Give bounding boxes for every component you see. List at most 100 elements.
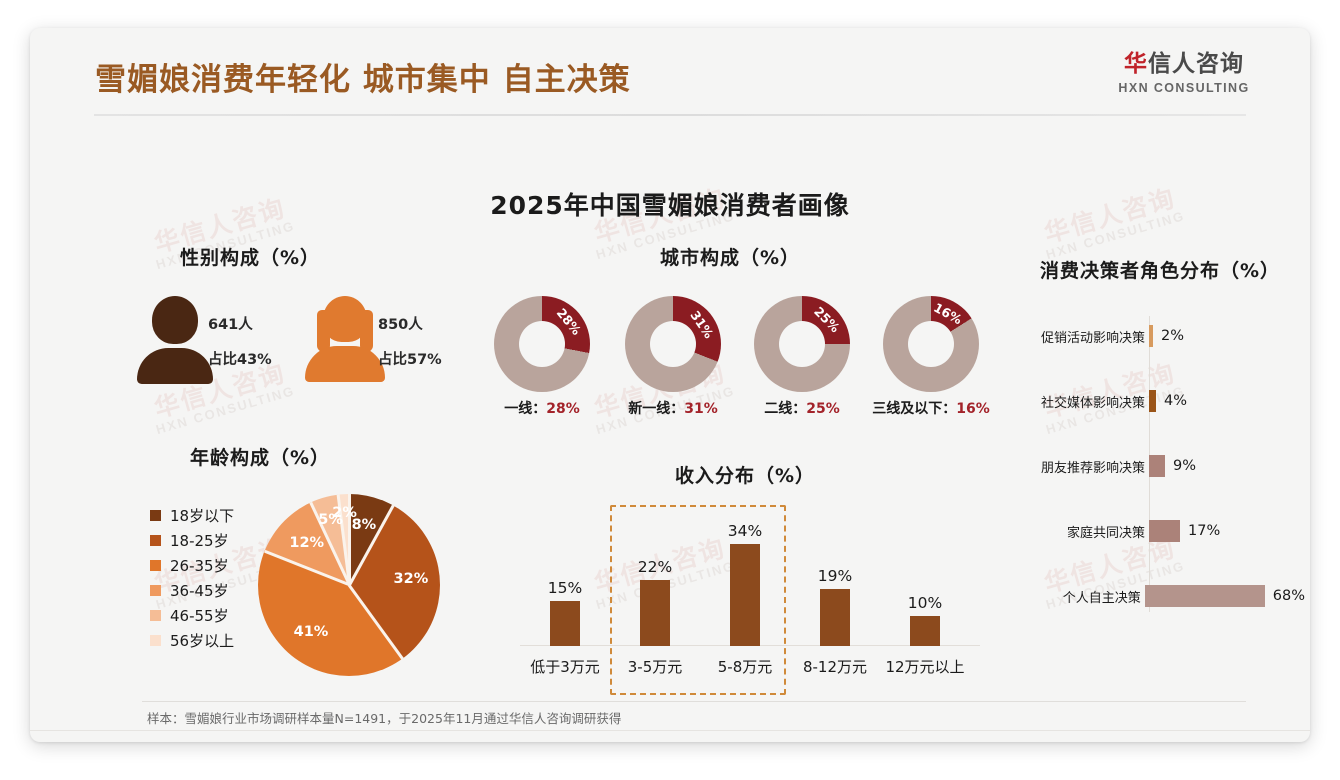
- logo-rest-chars: 信人咨询: [1148, 50, 1244, 76]
- age-section-title: 年龄构成（%）: [189, 447, 331, 469]
- bar-rect: [820, 589, 850, 646]
- income-section-title: 收入分布（%）: [674, 465, 816, 487]
- age-legend-item: 46-55岁: [150, 603, 234, 628]
- income-category-label: 12万元以上: [885, 658, 965, 676]
- income-category-label: 8-12万元: [802, 658, 868, 676]
- female-silhouette-icon: [300, 296, 390, 382]
- gender-count: 641人: [208, 317, 253, 333]
- decision-bar-row: 社交媒体影响决策 4%: [1015, 390, 1305, 412]
- bar-rect: [730, 544, 760, 646]
- bar-rect: [550, 601, 580, 646]
- page-title: 雪媚娘消费年轻化 城市集中 自主决策: [95, 62, 631, 98]
- female-body-shape: [305, 346, 385, 382]
- donut-hole: [908, 321, 954, 367]
- bar-rect: [1149, 325, 1153, 347]
- gender-section-title: 性别构成（%）: [179, 247, 321, 269]
- slide-card: 华信人咨询 HXN CONSULTING 华信人咨询 HXN CONSULTIN…: [30, 28, 1310, 742]
- bar-rect: [1149, 390, 1156, 412]
- donut-caption: 二线：25%: [737, 398, 867, 418]
- legend-swatch: [150, 610, 161, 621]
- donut-caption-label: 新一线：: [628, 401, 685, 417]
- income-bar: [880, 616, 970, 646]
- bar-rect: [910, 616, 940, 646]
- income-bar: [520, 601, 610, 646]
- decision-category-label: 个人自主决策: [1062, 590, 1141, 606]
- income-value-label: 10%: [907, 594, 943, 612]
- pie-value-label: 41%: [293, 623, 329, 640]
- legend-label: 18岁以下: [170, 507, 235, 525]
- decision-category-label: 促销活动影响决策: [1040, 330, 1145, 346]
- age-legend-item: 56岁以上: [150, 628, 234, 653]
- city-donut: 25% 二线：25%: [737, 296, 867, 418]
- watermark-en: HXN CONSULTING: [154, 383, 297, 438]
- donut-caption-value: 31%: [684, 401, 718, 417]
- income-bar: [610, 580, 700, 646]
- decision-category-label: 朋友推荐影响决策: [1040, 460, 1145, 476]
- decision-category-label: 社交媒体影响决策: [1040, 395, 1145, 411]
- male-silhouette-icon: [130, 296, 220, 384]
- donut-caption-label: 二线：: [764, 401, 807, 417]
- decision-bar-chart: 促销活动影响决策 2% 社交媒体影响决策 4% 朋友推荐影响决策 9% 家庭共同决策 17% 个…: [1015, 316, 1305, 616]
- logo-english-text: HXN CONSULTING: [1118, 81, 1250, 95]
- chart-main-title: 2025年中国雪媚娘消费者画像: [490, 191, 850, 220]
- decision-value-label: 2%: [1161, 328, 1185, 344]
- gender-count: 850人: [378, 317, 423, 333]
- donut-caption-label: 三线及以下：: [872, 401, 957, 417]
- decision-bar-row: 朋友推荐影响决策 9%: [1015, 455, 1305, 477]
- city-donut: 16% 三线及以下：16%: [866, 296, 996, 418]
- company-logo: 华信人咨询 HXN CONSULTING: [1094, 44, 1274, 95]
- income-value-label: 19%: [817, 567, 853, 585]
- legend-swatch: [150, 510, 161, 521]
- legend-label: 56岁以上: [170, 632, 235, 650]
- income-bar: [790, 589, 880, 646]
- gender-share: 占比43%: [208, 352, 272, 368]
- female-head-shape: [323, 296, 367, 342]
- legend-label: 36-45岁: [170, 582, 229, 600]
- pie-value-label: 12%: [289, 535, 325, 552]
- legend-swatch: [150, 635, 161, 646]
- pie-separator: [348, 494, 351, 585]
- income-category-label: 5-8万元: [717, 658, 773, 676]
- pie-separator: [348, 584, 404, 660]
- city-donut: 31% 新一线：31%: [608, 296, 738, 418]
- pie-value-label: 32%: [393, 571, 429, 588]
- decision-bar-row: 家庭共同决策 17%: [1015, 520, 1305, 542]
- pie-value-label: 2%: [332, 505, 357, 522]
- legend-label: 26-35岁: [170, 557, 229, 575]
- header-divider: [94, 114, 1246, 116]
- donut-ring: 28%: [494, 296, 590, 392]
- income-highlight-box: [610, 505, 786, 695]
- donut-caption: 一线：28%: [477, 398, 607, 418]
- donut-hole: [650, 321, 696, 367]
- legend-label: 46-55岁: [170, 607, 229, 625]
- decision-bar-row: 个人自主决策 68%: [1015, 585, 1305, 607]
- income-bar-chart: 15% 低于3万元 22% 3-5万元 34% 5-8万元 19% 8-12万元 10% 12万元…: [500, 498, 1000, 683]
- donut-caption: 三线及以下：16%: [866, 398, 996, 418]
- legend-label: 18-25岁: [170, 532, 229, 550]
- legend-swatch: [150, 585, 161, 596]
- bar-rect: [640, 580, 670, 646]
- legend-swatch: [150, 535, 161, 546]
- female-hair-left: [317, 310, 330, 352]
- donut-caption-value: 28%: [546, 401, 580, 417]
- pie-value-label: 5%: [318, 511, 343, 528]
- donut-caption: 新一线：31%: [608, 398, 738, 418]
- gender-share: 占比57%: [378, 352, 442, 368]
- female-hair-right: [360, 310, 373, 352]
- age-legend-item: 18-25岁: [150, 528, 234, 553]
- donut-hole: [779, 321, 825, 367]
- decision-category-label: 家庭共同决策: [1066, 525, 1145, 541]
- decision-value-label: 4%: [1164, 393, 1188, 409]
- male-head-shape: [152, 296, 198, 344]
- donut-ring: 31%: [625, 296, 721, 392]
- bar-rect: [1149, 455, 1165, 477]
- age-legend-item: 36-45岁: [150, 578, 234, 603]
- bar-rect: [1144, 585, 1265, 607]
- age-legend-item: 26-35岁: [150, 553, 234, 578]
- footer-divider: [30, 730, 1310, 731]
- logo-hua-char: 华: [1124, 50, 1148, 76]
- income-category-label: 3-5万元: [627, 658, 683, 676]
- income-value-label: 15%: [547, 579, 583, 597]
- income-bar: [700, 544, 790, 646]
- sample-note: 样本：雪媚娘行业市场调研样本量N=1491，于2025年11月通过华信人咨询调研…: [147, 711, 622, 726]
